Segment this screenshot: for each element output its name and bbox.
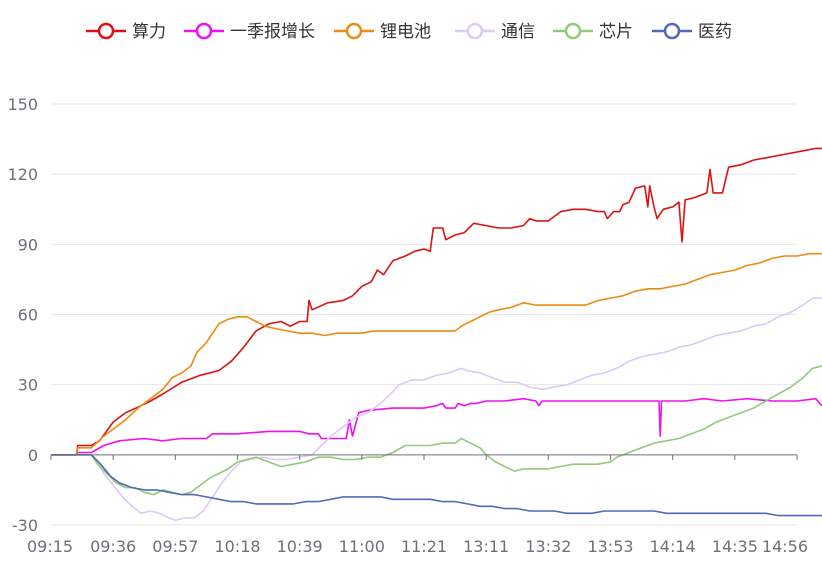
axes: -30 0 30 60 90 120 150 09:15 09:36 09:57 10:18 10:3… — [7, 95, 808, 556]
x-tick-label: 09:57 — [152, 537, 198, 556]
x-tick-label: 13:32 — [525, 537, 571, 556]
legend-marker — [663, 22, 681, 40]
x-tick-label: 11:21 — [401, 537, 447, 556]
legend: 算力 一季报增长 锂电池 通信 芯片 医药 — [86, 22, 732, 42]
series-line — [51, 297, 822, 522]
x-tick-label: 09:36 — [90, 537, 136, 556]
x-tick-label: 09:15 — [27, 537, 73, 556]
legend-marker — [195, 22, 213, 40]
y-tick-label: 60 — [18, 306, 38, 325]
series-line — [51, 147, 822, 456]
legend-label: 一季报增长 — [230, 22, 315, 42]
y-tick-label: 120 — [7, 165, 38, 184]
y-tick-label: 0 — [28, 446, 38, 465]
x-tick-label: 13:11 — [463, 537, 509, 556]
x-tick-label: 14:56 — [762, 537, 808, 556]
x-tick-label: 10:39 — [277, 537, 323, 556]
y-tick-label: 90 — [18, 235, 38, 254]
x-tick-label: 10:18 — [214, 537, 260, 556]
legend-label: 芯片 — [599, 22, 633, 42]
y-tick-label: 150 — [7, 95, 38, 114]
y-tick-label: 30 — [18, 376, 38, 395]
legend-marker — [345, 22, 363, 40]
series-line — [51, 454, 822, 517]
series-line — [51, 252, 822, 456]
y-tick-label: -30 — [12, 516, 38, 535]
gridlines — [51, 103, 797, 526]
legend-marker — [97, 22, 115, 40]
x-tick-label: 14:35 — [712, 537, 758, 556]
x-tick-label: 14:14 — [650, 537, 696, 556]
legend-marker — [564, 22, 582, 40]
legend-label: 锂电池 — [380, 22, 431, 42]
legend-label: 通信 — [501, 22, 535, 42]
legend-marker — [466, 22, 484, 40]
series-line — [51, 397, 822, 456]
x-tick-label: 13:53 — [587, 537, 633, 556]
series-lines — [51, 147, 822, 522]
legend-label: 算力 — [132, 22, 166, 42]
legend-label: 医药 — [698, 22, 732, 42]
x-tick-label: 11:00 — [339, 537, 385, 556]
